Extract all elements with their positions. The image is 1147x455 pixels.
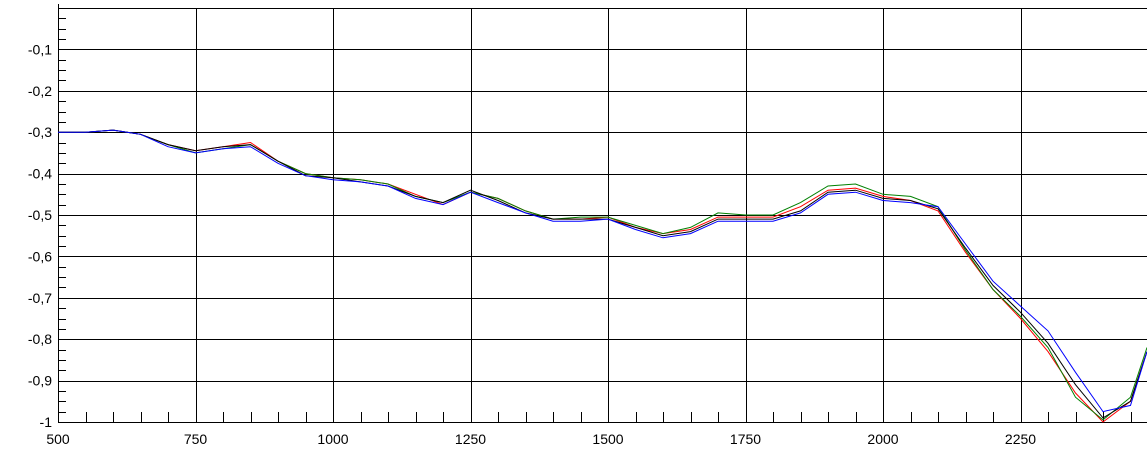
y-tick-label: -0,8 <box>28 331 52 347</box>
y-tick-label: -1 <box>40 414 53 430</box>
y-tick-label: -0,1 <box>28 41 52 57</box>
y-tick-label: -0,5 <box>28 207 52 223</box>
axis-layer <box>58 4 1147 423</box>
x-tick-label: 2250 <box>1005 431 1036 447</box>
series-line-3 <box>58 129 1147 419</box>
x-tick-label: 1000 <box>317 431 348 447</box>
series-line-2 <box>58 129 1147 421</box>
x-tick-label: 1750 <box>730 431 761 447</box>
x-tick-label: 1500 <box>592 431 623 447</box>
x-tick-label: 1250 <box>455 431 486 447</box>
y-tick-label: -0,6 <box>28 248 52 264</box>
grid-layer <box>58 8 1147 422</box>
x-tick-label: 500 <box>46 431 70 447</box>
y-tick-label: -0,7 <box>28 290 52 306</box>
x-tick-label: 750 <box>184 431 208 447</box>
series-layer <box>58 129 1147 423</box>
series-line-4 <box>58 129 1147 413</box>
y-tick-label: -0,3 <box>28 124 52 140</box>
x-tick-label: 2000 <box>867 431 898 447</box>
y-tick-label: -0,9 <box>28 373 52 389</box>
label-layer: -0,1 -0,2 -0,3 -0,4 -0,5 -0,6 -0,7 -0,8 -0,9 -150… <box>28 41 1036 447</box>
y-tick-label: -0,2 <box>28 83 52 99</box>
y-tick-label: -0,4 <box>28 166 52 182</box>
